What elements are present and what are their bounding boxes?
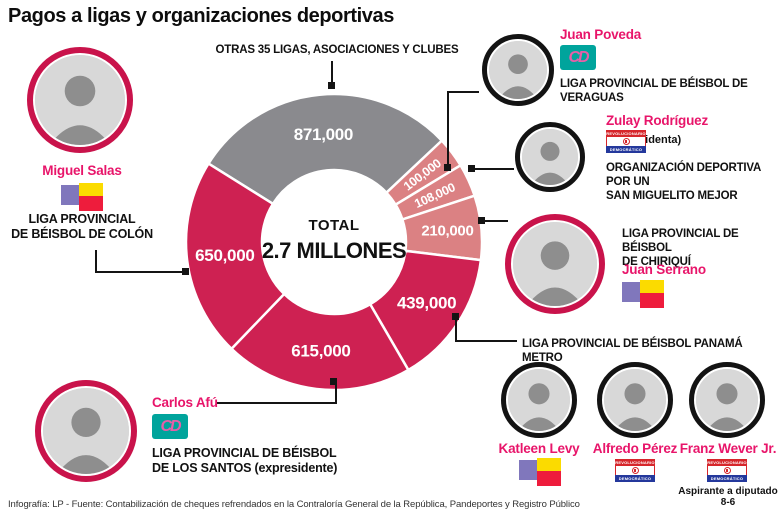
org-juan-serrano: LIGA PROVINCIAL DE BÉISBOL DE CHIRIQUÍ (622, 228, 739, 269)
portrait-franz-wever (689, 362, 765, 438)
label-panama-metro: LIGA PROVINCIAL DE BÉISBOL PANAMÁ METRO (522, 338, 743, 365)
portrait-juan-serrano (505, 214, 605, 314)
org-miguel-salas: LIGA PROVINCIAL DE BÉISBOL DE COLÓN (11, 212, 153, 242)
connector-metro-v (455, 318, 457, 342)
name-katleen-levy: Katleen Levy (498, 441, 580, 456)
portrait-miguel-salas (27, 47, 133, 153)
connector-zulay-marker (468, 165, 475, 172)
molirena-flag-miguel-salas (61, 183, 103, 211)
cd-party-logo-poveda: CD (560, 45, 596, 70)
connector-poveda-h (447, 91, 479, 93)
connector-zulay-h (474, 168, 514, 170)
donut-segment-108000 (393, 163, 477, 222)
donut-segment-871000 (206, 92, 444, 206)
callout-otras-ligas: OTRAS 35 LIGAS, ASOCIACIONES Y CLUBES (215, 44, 459, 56)
segment-label-615000: 615,000 (291, 342, 350, 361)
connector-colon-v (95, 250, 97, 273)
connector-poveda-marker (444, 164, 451, 171)
prd-party-logo-alfredo: REVOLUCIONARIO DEMOCRÁTICO (615, 459, 655, 482)
photo-franz-wever (696, 369, 758, 431)
name-zulay-rodriguez: Zulay Rodríguez (606, 113, 709, 128)
prd-party-logo-zulay: REVOLUCIONARIO DEMOCRÁTICO (606, 130, 646, 153)
connector-otras (331, 61, 333, 84)
segment-label-871000: 871,000 (294, 125, 353, 144)
photo-alfredo-perez (604, 369, 666, 431)
donut-center-label: TOTAL (308, 217, 360, 234)
connector-afu-h (216, 402, 337, 404)
molirena-flag-juan-serrano (622, 280, 664, 308)
portrait-juan-poveda (482, 34, 554, 106)
donut-segment-100000 (384, 138, 463, 207)
org-carlos-afu: LIGA PROVINCIAL DE BÉISBOL DE LOS SANTOS… (152, 446, 338, 476)
photo-juan-poveda (489, 41, 547, 99)
connector-serrano-h (484, 220, 508, 222)
photo-carlos-afu (43, 388, 129, 474)
portrait-katleen-levy (501, 362, 577, 438)
connector-colon-marker (182, 268, 189, 275)
photo-miguel-salas (35, 55, 125, 145)
donut-center-value: 2.7 MILLONES (261, 238, 407, 263)
note-franz-wever: Aspirante a diputado 8-6 (678, 486, 778, 508)
portrait-zulay-rodriguez (515, 122, 585, 192)
portrait-carlos-afu (35, 380, 137, 482)
name-juan-poveda: Juan Poveda (560, 27, 642, 42)
prd-emblem-icon (606, 137, 646, 146)
org-juan-poveda: LIGA PROVINCIAL DE BÉISBOL DE VERAGUAS (560, 78, 748, 105)
name-alfredo-perez: Alfredo Pérez (592, 441, 678, 456)
connector-serrano-marker (478, 217, 485, 224)
donut-segment-615000 (229, 292, 411, 392)
prd-emblem-icon (707, 466, 747, 475)
prd-party-logo-franz: REVOLUCIONARIO DEMOCRÁTICO (707, 459, 747, 482)
segment-label-100000: 100,000 (401, 156, 444, 193)
name-carlos-afu: Carlos Afú (152, 395, 218, 410)
segment-label-210000: 210,000 (421, 222, 473, 239)
name-franz-wever: Franz Wever Jr. (679, 441, 777, 456)
name-juan-serrano: Juan Serrano (622, 262, 706, 277)
segment-label-108000: 108,000 (412, 180, 457, 211)
prd-emblem-icon (615, 466, 655, 475)
connector-metro-marker (452, 313, 459, 320)
connector-poveda-v (447, 93, 449, 166)
molirena-flag-katleen-levy (519, 458, 561, 486)
donut-segment-439000 (368, 249, 483, 372)
connector-otras-marker (328, 82, 335, 89)
photo-zulay-rodriguez (522, 129, 578, 185)
photo-juan-serrano (513, 222, 597, 306)
source-credit: Infografía: LP - Fuente: Contabilización… (8, 499, 580, 510)
name-miguel-salas: Miguel Salas (42, 163, 122, 178)
connector-afu-marker (330, 378, 337, 385)
connector-metro-h (455, 340, 517, 342)
segment-label-439000: 439,000 (397, 294, 456, 313)
connector-afu-v (335, 384, 337, 404)
portrait-alfredo-perez (597, 362, 673, 438)
cd-party-logo-afu: CD (152, 414, 188, 439)
org-zulay-rodriguez: ORGANIZACIÓN DEPORTIVA POR UN SAN MIGUEL… (606, 162, 761, 203)
connector-colon-h (95, 271, 184, 273)
page-title: Pagos a ligas y organizaciones deportiva… (8, 5, 394, 27)
photo-katleen-levy (508, 369, 570, 431)
